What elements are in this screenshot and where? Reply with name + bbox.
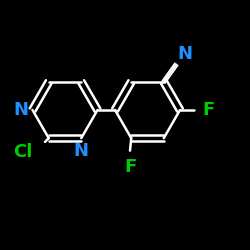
Text: N: N bbox=[14, 101, 29, 119]
Text: F: F bbox=[202, 101, 215, 119]
Text: F: F bbox=[124, 158, 136, 176]
Text: N: N bbox=[178, 45, 192, 63]
Text: Cl: Cl bbox=[13, 143, 32, 161]
Text: N: N bbox=[74, 142, 89, 160]
